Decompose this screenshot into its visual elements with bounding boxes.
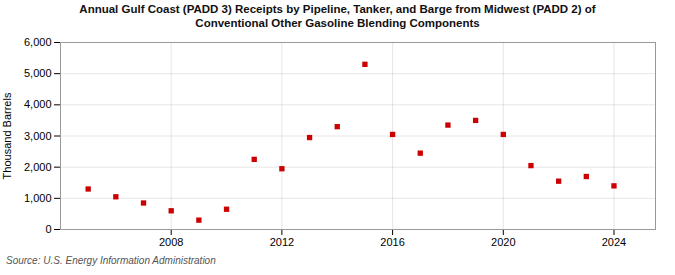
svg-text:2020: 2020 <box>491 236 515 248</box>
svg-text:0: 0 <box>45 223 51 235</box>
html-text:Annual Gulf Coast (PADD 3) Rec: Annual Gulf Coast (PADD 3) Receipts by P… <box>79 3 596 29</box>
svg-text:1,000: 1,000 <box>24 192 52 204</box>
svg-text:2024: 2024 <box>602 236 626 248</box>
svg-text:6,000: 6,000 <box>24 36 52 48</box>
svg-text:4,000: 4,000 <box>24 98 52 110</box>
svg-text:2016: 2016 <box>380 236 404 248</box>
svg-text:5,000: 5,000 <box>24 67 52 79</box>
svg-text:Thousand Barrels: Thousand Barrels <box>1 92 13 179</box>
svg-text:2,000: 2,000 <box>24 161 52 173</box>
svg-text:3,000: 3,000 <box>24 130 52 142</box>
svg-text:2008: 2008 <box>159 236 183 248</box>
html-text:Source: U.S. Energy Informatio: Source: U.S. Energy Information Administ… <box>6 255 216 266</box>
svg-text:2012: 2012 <box>270 236 294 248</box>
